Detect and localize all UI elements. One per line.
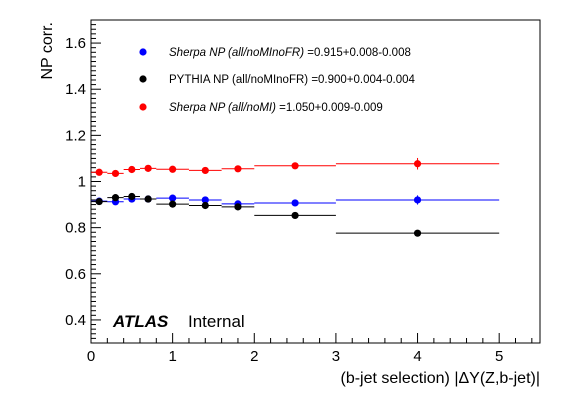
internal-label: Internal	[188, 312, 245, 331]
data-point	[413, 196, 422, 204]
data-point	[169, 200, 177, 208]
data-point	[201, 166, 209, 175]
legend-marker	[139, 75, 147, 83]
data-point	[413, 160, 422, 168]
y-tick-label: 1	[78, 174, 86, 191]
data-point	[111, 194, 120, 202]
data-series	[91, 157, 500, 237]
x-tick-label: 3	[332, 348, 340, 365]
data-point	[413, 229, 422, 237]
data-point	[291, 211, 299, 220]
x-tick-label: 0	[87, 348, 95, 365]
data-point	[291, 199, 299, 207]
axis-ticks	[90, 19, 533, 344]
x-tick-label: 2	[250, 348, 258, 365]
data-point	[111, 169, 120, 178]
data-point	[234, 165, 242, 173]
data-point	[128, 165, 136, 174]
series-2	[91, 157, 500, 178]
data-point	[95, 168, 103, 176]
legend-series-name: PYTHIA NP (all/noMInoFR)	[169, 74, 311, 86]
tick-labels: 0 1 2 3 4 5 0.4 0.6 0.8 1 1.2 1.4 1.6	[65, 35, 503, 365]
legend-entry: PYTHIA NP (all/noMInoFR) =0.900+0.004-0.…	[169, 74, 416, 86]
y-tick-label: 1.2	[65, 127, 86, 144]
data-point	[201, 201, 209, 210]
y-tick-label: 1.4	[65, 81, 86, 98]
data-point	[144, 164, 152, 172]
x-tick-label: 5	[495, 348, 503, 365]
legend: Sherpa NP (all/noMInoFR) =0.915+0.008-0.…	[139, 47, 416, 114]
y-tick-label: 1.6	[65, 35, 86, 52]
data-point	[169, 165, 177, 173]
data-point	[291, 162, 299, 170]
legend-marker	[139, 103, 147, 111]
legend-series-name: Sherpa NP (all/noMInoFR)	[169, 47, 307, 59]
data-point	[95, 197, 103, 206]
data-point	[169, 194, 177, 202]
x-axis-title: (b-jet selection) |ΔY(Z,b-jet)|	[341, 370, 541, 387]
data-point	[144, 195, 152, 203]
x-tick-label: 4	[413, 348, 421, 365]
legend-entry: Sherpa NP (all/noMI) =1.050+0.009-0.009	[169, 102, 383, 114]
legend-entry: Sherpa NP (all/noMInoFR) =0.915+0.008-0.…	[169, 47, 411, 59]
series-1	[91, 192, 500, 237]
y-tick-label: 0.6	[65, 266, 86, 283]
legend-summary-value: =1.050+0.009-0.009	[279, 102, 383, 114]
legend-summary-value: =0.900+0.004-0.004	[311, 74, 415, 86]
legend-marker	[139, 48, 147, 56]
x-tick-label: 1	[168, 348, 176, 365]
data-point	[128, 192, 136, 201]
legend-summary-value: =0.915+0.008-0.008	[307, 47, 411, 59]
data-point	[234, 203, 242, 211]
y-tick-label: 0.8	[65, 220, 86, 237]
plot-frame	[90, 19, 541, 344]
series-0	[91, 194, 500, 208]
data-point	[201, 196, 209, 204]
atlas-label: ATLAS	[112, 312, 169, 331]
legend-series-name: Sherpa NP (all/noMI)	[169, 102, 279, 114]
y-tick-label: 0.4	[65, 312, 86, 329]
y-axis-title: NP corr.	[39, 22, 56, 80]
